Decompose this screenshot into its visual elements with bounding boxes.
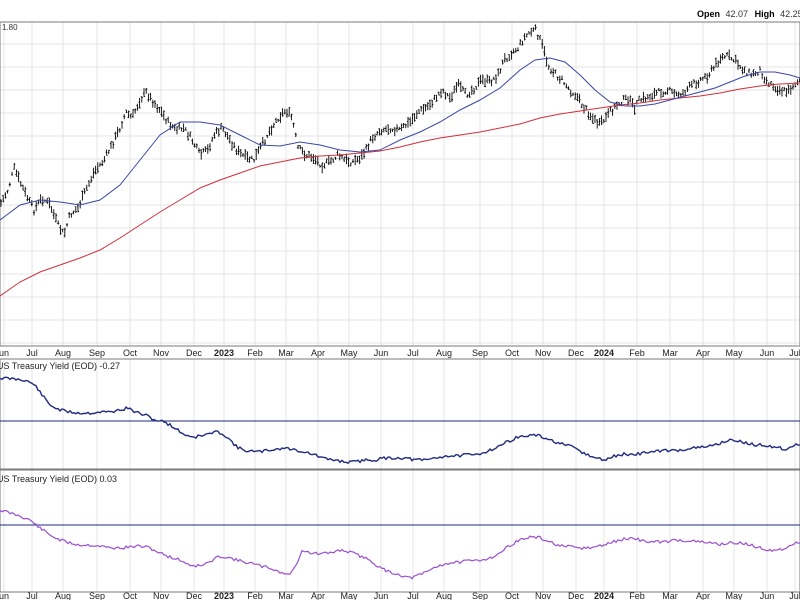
- x-axis-tick-label: Jul: [407, 348, 419, 358]
- x-axis-tick-label: un: [0, 348, 9, 358]
- ohlc-header: Open 42.07 High 42.25 Lo: [697, 9, 800, 19]
- x-axis-tick-label: Feb: [629, 348, 645, 358]
- x-axis-tick-label-bottom: Oct: [123, 591, 138, 600]
- high-value: 42.25: [780, 9, 800, 19]
- x-axis-tick-label: Sep: [472, 348, 488, 358]
- indicator-2-border: [0, 469, 800, 593]
- indicator-2-grid: [3, 470, 796, 592]
- x-axis-tick-label: 2023: [214, 348, 234, 358]
- x-axis-tick-label-bottom: Nov: [535, 591, 552, 600]
- x-axis-tick-label-bottom: Feb: [629, 591, 645, 600]
- x-axis-tick-label-bottom: Apr: [311, 591, 325, 600]
- x-axis-tick-label-bottom: May: [725, 591, 743, 600]
- x-axis-tick-label-bottom: Jun: [760, 591, 775, 600]
- x-axis-tick-label: Oct: [123, 348, 138, 358]
- x-axis-tick-label-bottom: Jun: [374, 591, 389, 600]
- x-axis-tick-label: Apr: [696, 348, 710, 358]
- x-axis-tick-label: Mar: [278, 348, 294, 358]
- price-y-label: 1.80: [2, 23, 18, 32]
- x-axis-tick-label: May: [340, 348, 358, 358]
- x-axis-tick-label-bottom: Jul: [789, 591, 800, 600]
- short-moving-average-line: [0, 57, 800, 221]
- price-grid: [0, 22, 800, 346]
- high-label: High: [755, 9, 775, 19]
- x-axis-tick-label-bottom: Sep: [89, 591, 105, 600]
- x-axis-tick-label: Jul: [789, 348, 800, 358]
- x-axis-tick-label-bottom: Jul: [407, 591, 419, 600]
- indicator-1-title: US Treasury Yield (EOD) -0.27: [0, 361, 120, 371]
- x-axis-tick-label-bottom: 2023: [214, 591, 234, 600]
- x-axis-tick-label-bottom: Aug: [436, 591, 452, 600]
- indicator-panel-2: US Treasury Yield (EOD) 0.03: [0, 469, 800, 593]
- x-axis-tick-label-bottom: Mar: [278, 591, 294, 600]
- long-moving-average-line: [0, 82, 800, 297]
- x-axis-tick-label-bottom: Jul: [26, 591, 38, 600]
- x-axis-tick-label-bottom: Dec: [186, 591, 203, 600]
- x-axis-tick-label-bottom: May: [340, 591, 358, 600]
- x-axis-tick-label-bottom: un: [0, 591, 9, 600]
- x-axis-tick-label: Oct: [505, 348, 520, 358]
- x-axis-tick-label: Jun: [374, 348, 389, 358]
- indicator-1-grid: [3, 359, 796, 469]
- x-axis-tick-label-bottom: 2024: [594, 591, 614, 600]
- price-panel: 1.80: [0, 21, 800, 347]
- open-value: 42.07: [726, 9, 749, 19]
- x-axis-labels-bottom: un Jul Aug Sep Oct Nov Dec 2023 Feb Mar Apr May Jun J…: [0, 591, 800, 600]
- x-axis-tick-label: Dec: [568, 348, 585, 358]
- open-label: Open: [697, 9, 720, 19]
- x-axis-tick-label: Sep: [89, 348, 105, 358]
- price-panel-border: [0, 21, 800, 347]
- x-axis-tick-label-bottom: Dec: [568, 591, 585, 600]
- x-axis-tick-label-bottom: Nov: [153, 591, 170, 600]
- svg-text:Open 42.07 High: Open 42.07 High 42.25 Lo: [697, 9, 800, 19]
- price-bars: [0, 24, 800, 238]
- indicator-1-line: [0, 376, 800, 465]
- x-axis-tick-label-bottom: Apr: [696, 591, 710, 600]
- x-axis-labels: un Jul Aug Sep Oct Nov Dec 2023 Feb Mar Apr May Jun J…: [0, 348, 800, 358]
- x-axis-tick-label-bottom: Aug: [55, 591, 71, 600]
- x-axis-tick-label: Aug: [55, 348, 71, 358]
- x-axis-tick-label: Dec: [186, 348, 203, 358]
- indicator-panel-1: US Treasury Yield (EOD) -0.27: [0, 358, 800, 470]
- x-axis-tick-label-bottom: Oct: [505, 591, 520, 600]
- indicator-2-title: US Treasury Yield (EOD) 0.03: [0, 474, 117, 484]
- x-axis-tick-label: Nov: [535, 348, 552, 358]
- x-axis-tick-label: Apr: [311, 348, 325, 358]
- x-axis-tick-label: Nov: [153, 348, 170, 358]
- x-axis-tick-label-bottom: Mar: [662, 591, 678, 600]
- x-axis-tick-label-bottom: Feb: [247, 591, 263, 600]
- x-axis-tick-label: Mar: [662, 348, 678, 358]
- x-axis-tick-label: Aug: [436, 348, 452, 358]
- indicator-1-border: [0, 358, 800, 470]
- x-axis-tick-label: May: [725, 348, 743, 358]
- x-axis-tick-label: Feb: [247, 348, 263, 358]
- indicator-2-line: [0, 509, 800, 580]
- x-axis-tick-label: 2024: [594, 348, 614, 358]
- x-axis-tick-label: Jun: [760, 348, 775, 358]
- x-axis-tick-label-bottom: Sep: [472, 591, 488, 600]
- x-axis-tick-label: Jul: [26, 348, 38, 358]
